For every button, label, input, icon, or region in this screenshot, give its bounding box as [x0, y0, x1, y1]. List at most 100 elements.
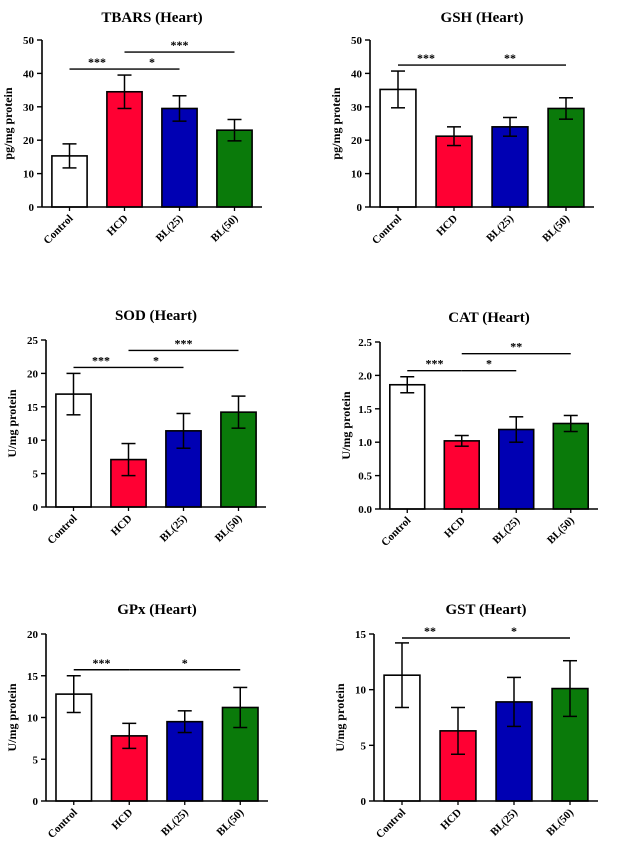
y-tick-label: 20 — [351, 135, 363, 147]
significance-label: *** — [417, 51, 435, 65]
y-tick-label: 10 — [23, 169, 35, 181]
chart-title: TBARS (Heart) — [101, 10, 202, 26]
y-tick-label: 0 — [361, 796, 367, 808]
bar-bl50 — [547, 107, 585, 208]
x-tick-label: HCD — [110, 807, 136, 833]
y-tick-label: 5 — [33, 754, 39, 766]
x-tick-label: BL(25) — [484, 212, 516, 244]
y-axis-label: U/mg protein — [339, 391, 353, 459]
bar-bl25 — [166, 720, 204, 802]
y-tick-label: 10 — [351, 169, 363, 181]
significance-label: * — [153, 353, 159, 367]
bar-bl50 — [216, 129, 253, 208]
significance-label: * — [486, 357, 492, 371]
y-tick-label: 40 — [351, 68, 363, 80]
y-tick-label: 1.0 — [358, 437, 372, 449]
x-tick-label: HCD — [105, 213, 131, 239]
y-tick-label: 1.5 — [358, 404, 372, 416]
chart-title: CAT (Heart) — [448, 310, 530, 326]
y-axis-label: pg/mg protein — [1, 87, 15, 159]
x-tick-label: Control — [370, 213, 404, 247]
x-tick-label: Control — [374, 807, 408, 841]
x-tick-label: HCD — [438, 807, 464, 833]
y-tick-label: 50 — [23, 35, 35, 47]
x-tick-label: BL(25) — [488, 806, 520, 838]
y-tick-label: 20 — [27, 629, 39, 641]
y-tick-label: 0.5 — [358, 471, 372, 483]
y-tick-label: 0 — [29, 202, 35, 214]
chart-title: GSH (Heart) — [441, 10, 524, 26]
y-tick-label: 10 — [27, 713, 39, 725]
y-axis-label: U/mg protein — [5, 683, 19, 751]
x-tick-label: BL(50) — [544, 806, 576, 838]
x-tick-label: BL(50) — [545, 514, 577, 546]
y-axis-label: U/mg protein — [5, 389, 19, 457]
x-tick-label: Control — [379, 515, 413, 549]
significance-label: * — [182, 656, 188, 670]
chart-panel-0: TBARS (Heart) 0 10 20 30 40 50 pg/mg protein Con… — [1, 10, 262, 247]
chart-title: GST (Heart) — [446, 602, 527, 618]
chart-panel-2: SOD (Heart) 0 5 10 15 20 25 U/mg protein Control… — [5, 308, 266, 547]
y-tick-label: 40 — [23, 68, 35, 80]
significance-label: *** — [175, 336, 193, 350]
y-tick-label: 25 — [27, 335, 39, 347]
y-tick-label: 50 — [351, 35, 363, 47]
y-tick-label: 30 — [351, 102, 363, 114]
significance-label: *** — [171, 38, 189, 52]
x-tick-label: BL(50) — [215, 806, 247, 838]
y-tick-label: 5 — [361, 740, 367, 752]
y-tick-label: 0 — [357, 202, 363, 214]
significance-label: ** — [424, 624, 436, 638]
y-tick-label: 10 — [27, 435, 39, 447]
chart-panel-5: GST (Heart) 0 5 10 15 U/mg protein Control HCD B… — [333, 602, 598, 841]
y-tick-label: 15 — [355, 629, 367, 641]
chart-panel-4: GPx (Heart) 0 5 10 15 20 U/mg protein Control HC… — [5, 602, 268, 841]
bar-hcd — [443, 440, 480, 510]
chart-title: SOD (Heart) — [115, 308, 197, 324]
y-tick-label: 15 — [27, 402, 39, 414]
bar-bl25 — [161, 107, 198, 208]
chart-panel-3: CAT (Heart) 0.0 0.5 1.0 1.5 2.0 2.5 U/mg protei… — [339, 310, 598, 549]
y-tick-label: 2.5 — [358, 337, 372, 349]
y-tick-label: 10 — [355, 685, 367, 697]
x-tick-label: BL(25) — [154, 212, 186, 244]
significance-label: *** — [92, 353, 110, 367]
y-tick-label: 0 — [33, 796, 39, 808]
x-tick-label: HCD — [109, 513, 135, 539]
significance-label: ** — [510, 340, 522, 354]
y-tick-label: 2.0 — [358, 370, 372, 382]
bar-bl50 — [552, 422, 589, 510]
significance-label: *** — [88, 55, 106, 69]
x-tick-label: BL(50) — [213, 512, 245, 544]
x-tick-label: HCD — [442, 515, 468, 541]
bar-hcd — [106, 90, 143, 208]
bar-control — [389, 383, 426, 510]
y-tick-label: 15 — [27, 671, 39, 683]
y-tick-label: 20 — [23, 135, 35, 147]
x-tick-label: HCD — [434, 213, 460, 239]
chart-panel-1: GSH (Heart) 0 10 20 30 40 50 pg/mg protein Contr… — [329, 10, 594, 247]
chart-title: GPx (Heart) — [117, 602, 197, 618]
x-tick-label: BL(25) — [159, 806, 191, 838]
significance-label: * — [511, 624, 517, 638]
y-tick-label: 20 — [27, 368, 39, 380]
significance-label: ** — [504, 51, 516, 65]
y-axis-label: U/mg protein — [333, 683, 347, 751]
bar-bl25 — [491, 126, 529, 208]
significance-label: *** — [426, 357, 444, 371]
significance-label: *** — [93, 656, 111, 670]
x-tick-label: BL(25) — [158, 512, 190, 544]
x-tick-label: Control — [45, 513, 79, 547]
y-tick-label: 30 — [23, 102, 35, 114]
x-tick-label: BL(50) — [209, 212, 241, 244]
y-axis-label: pg/mg protein — [329, 87, 343, 159]
y-tick-label: 5 — [33, 469, 39, 481]
x-tick-label: Control — [46, 807, 80, 841]
bar-hcd — [435, 135, 473, 208]
significance-label: * — [149, 55, 155, 69]
x-tick-label: Control — [41, 213, 75, 247]
y-tick-label: 0.0 — [358, 504, 372, 516]
x-tick-label: BL(25) — [491, 514, 523, 546]
y-tick-label: 0 — [33, 502, 39, 514]
